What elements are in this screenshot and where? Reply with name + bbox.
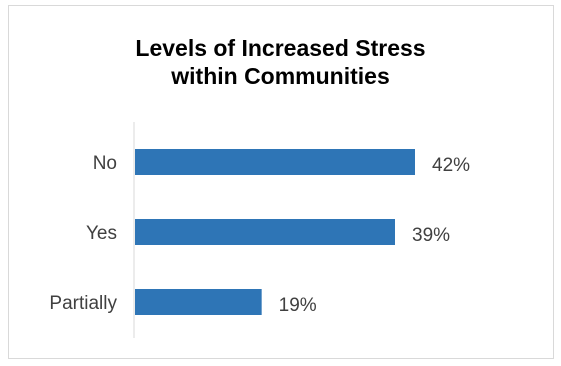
data-label: 39% [412,225,450,246]
chart-title: Levels of Increased Stress within Commun… [0,34,561,90]
chart-title-line-1: Levels of Increased Stress [135,35,426,61]
data-label: 19% [279,295,317,316]
bar [135,219,395,245]
bar [135,289,262,315]
category-label: Yes [86,223,117,244]
chart-title-line-2: within Communities [171,63,390,89]
bar [135,149,415,175]
category-label: Partially [49,293,117,314]
category-label: No [93,153,117,174]
data-label: 42% [432,155,470,176]
chart-frame [8,5,554,359]
